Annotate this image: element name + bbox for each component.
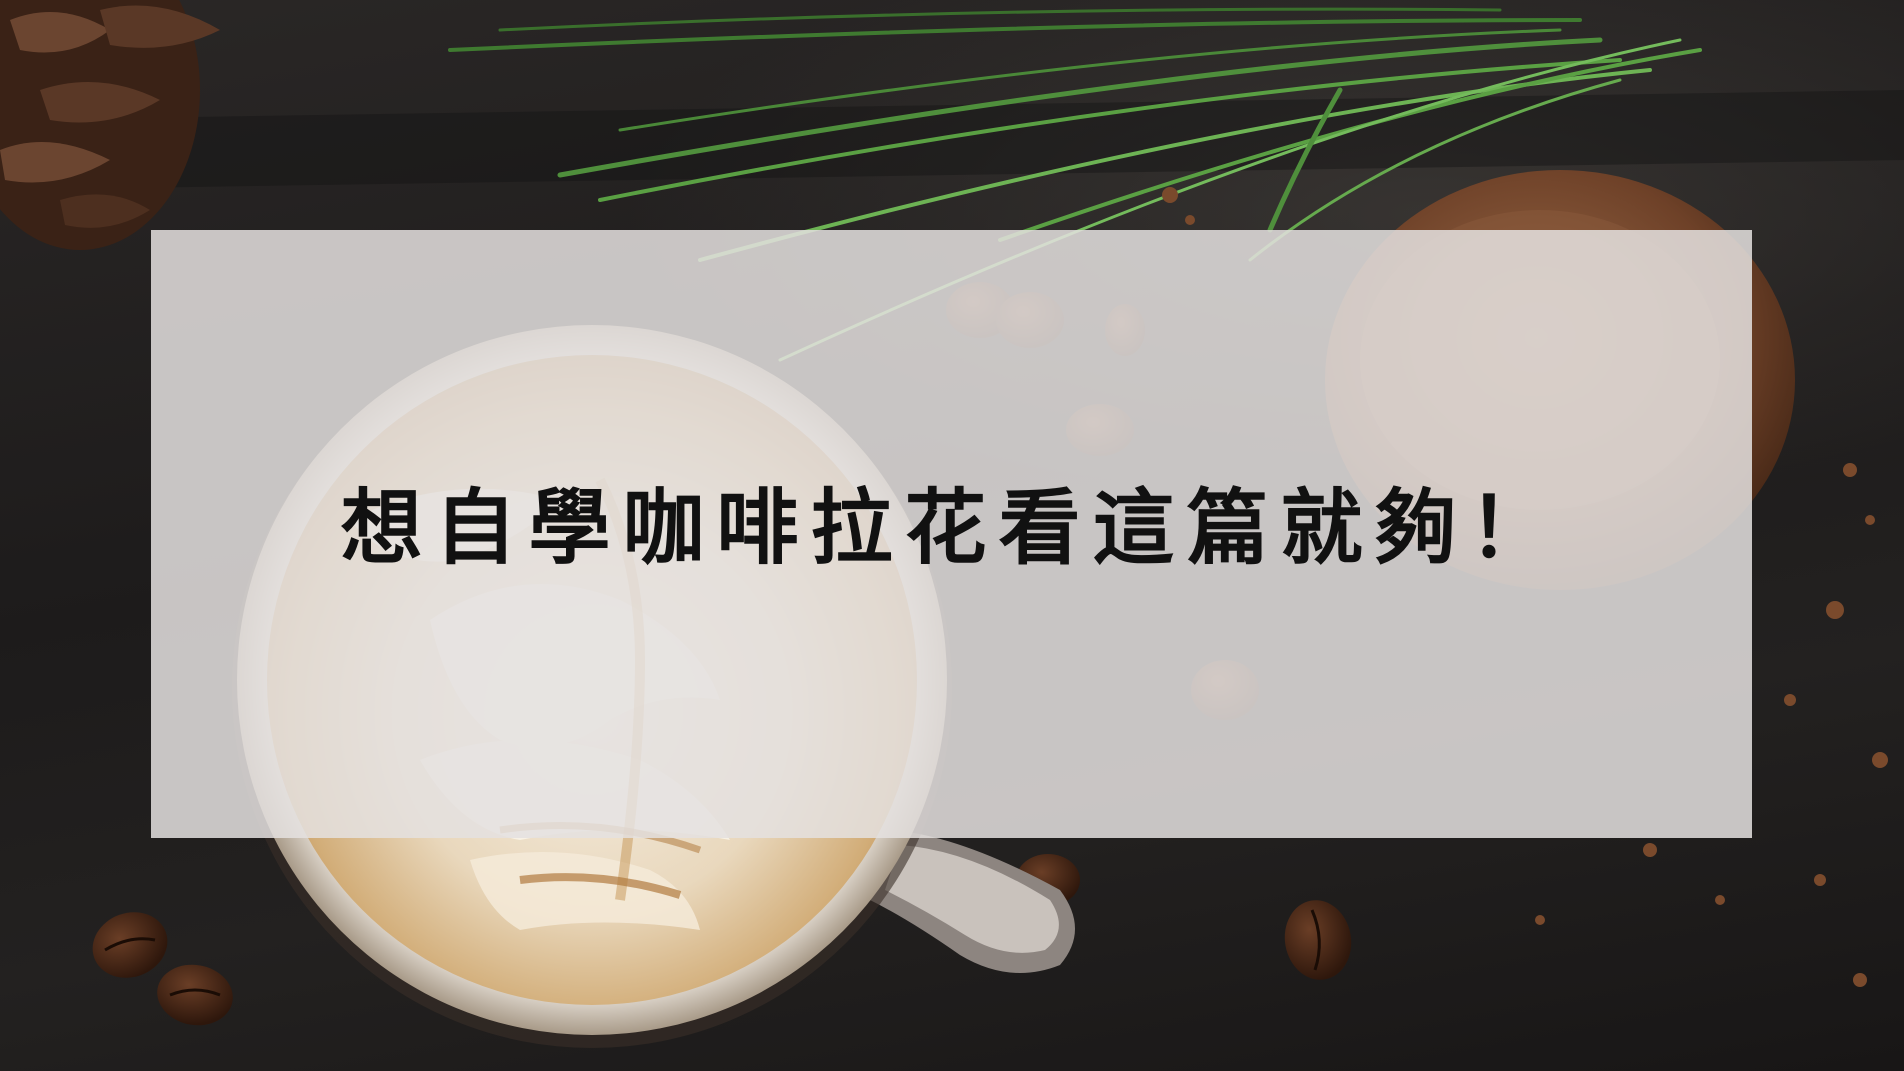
cookie-crumbs (1162, 187, 1888, 987)
pine-needle-icon (448, 7, 1702, 362)
title-overlay-card: 想自學咖啡拉花看這篇就夠！ (151, 230, 1752, 838)
cup-handle (870, 830, 1075, 973)
slate-edge-shape (0, 90, 1904, 190)
pine-cone-icon (0, 0, 220, 250)
article-headline: 想自學咖啡拉花看這篇就夠！ (340, 481, 1563, 576)
